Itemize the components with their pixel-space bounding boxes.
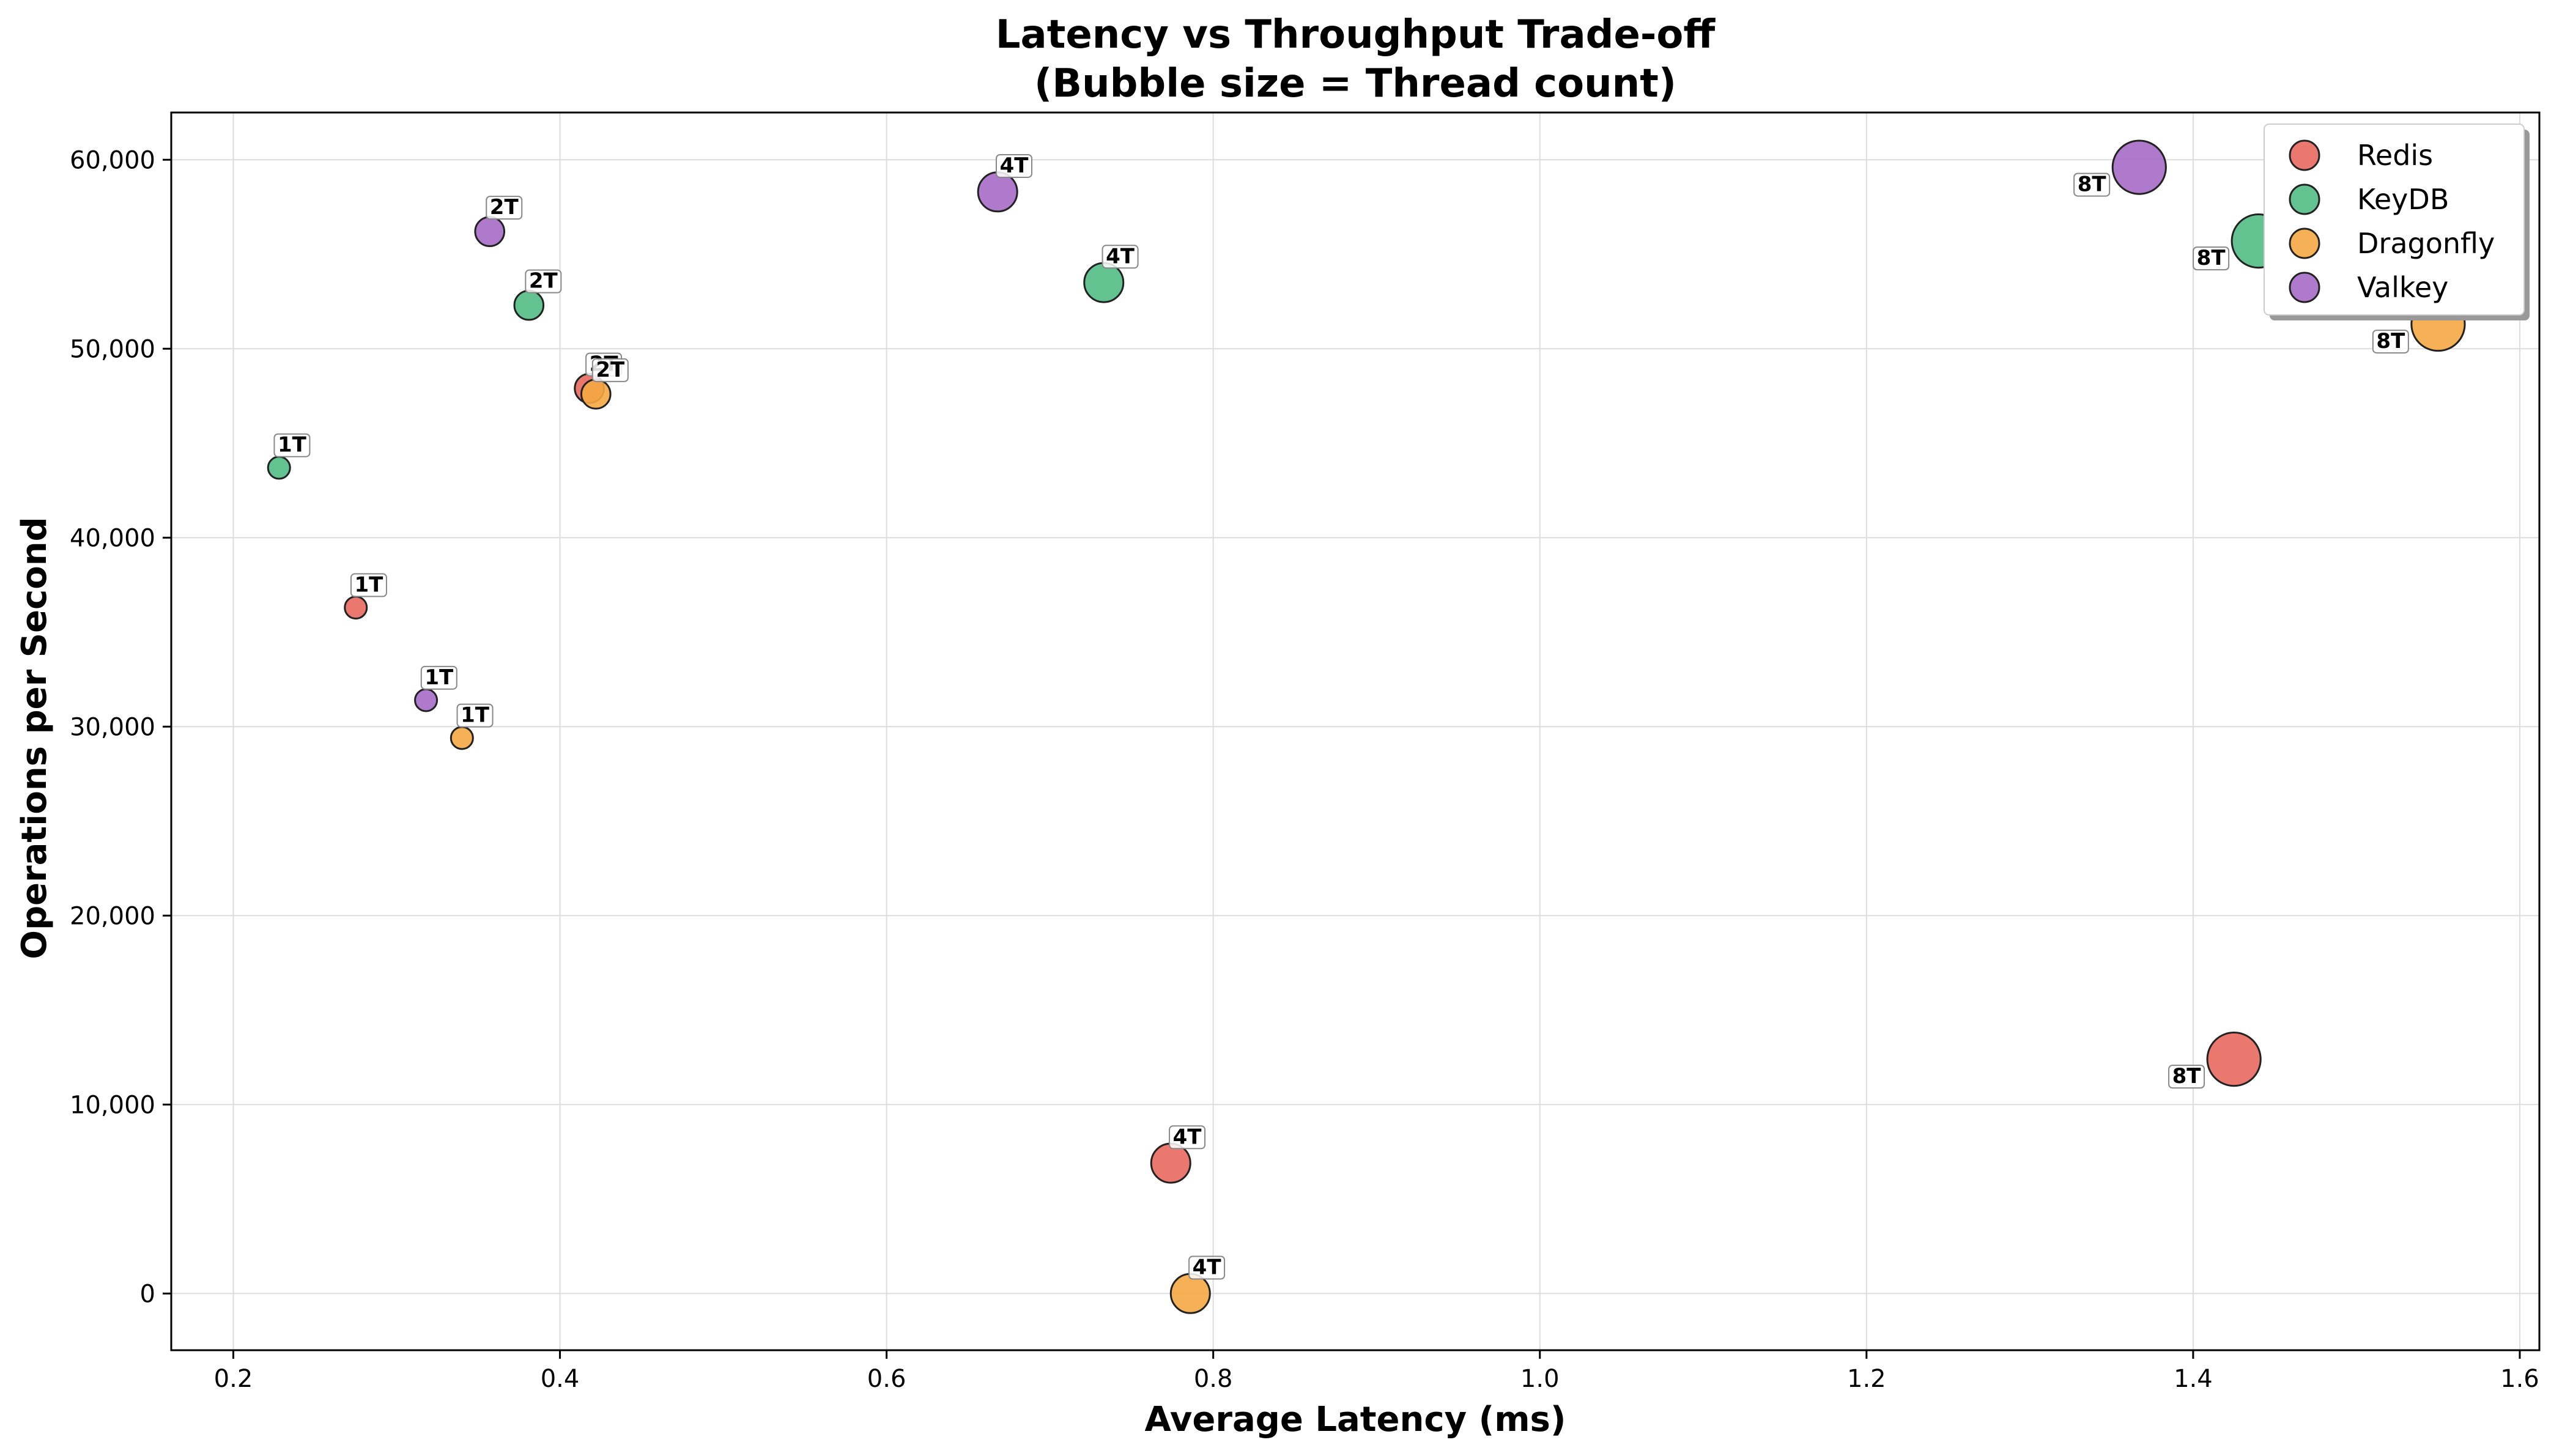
grid [171, 113, 2539, 1350]
svg-text:2T: 2T [529, 269, 558, 294]
point-valkey [977, 171, 1018, 213]
point-keydb [267, 456, 291, 480]
x-tick-label: 1.6 [2500, 1365, 2539, 1393]
svg-text:2T: 2T [490, 195, 519, 220]
svg-text:4T: 4T [1193, 1255, 1222, 1279]
legend-marker-valkey [2289, 272, 2320, 303]
y-tick-label: 0 [140, 1280, 155, 1308]
point-label-dragonfly: 4T [1188, 1255, 1226, 1280]
y-tick-label: 60,000 [70, 146, 155, 174]
point-valkey [2111, 139, 2167, 195]
x-tick-label: 0.8 [1194, 1365, 1233, 1393]
point-labels: 1T2T4T8T1T2T4T8T1T2T4T8T1T2T4T8T [273, 153, 2409, 1280]
svg-text:4T: 4T [1000, 153, 1029, 178]
point-label-dragonfly: 1T [456, 703, 494, 728]
point-label-keydb: 1T [273, 433, 311, 457]
point-label-dragonfly: 8T [2372, 329, 2409, 354]
legend-marker-redis [2289, 139, 2320, 171]
x-tick-label: 1.0 [1520, 1365, 1560, 1393]
y-tick-label: 50,000 [70, 335, 155, 363]
svg-text:1T: 1T [278, 433, 307, 457]
x-tick-label: 0.6 [867, 1365, 906, 1393]
legend-label-dragonfly: Dragonfly [2357, 227, 2495, 260]
point-dragonfly [580, 379, 612, 410]
x-tick-label: 0.2 [214, 1365, 253, 1393]
svg-text:2T: 2T [596, 358, 625, 382]
x-tick-label: 1.4 [2174, 1365, 2213, 1393]
point-label-keydb: 4T [1101, 244, 1139, 269]
svg-text:4T: 4T [1106, 244, 1135, 268]
point-label-valkey: 1T [420, 665, 457, 690]
plot-frame [170, 111, 2541, 1351]
legend-label-redis: Redis [2357, 139, 2433, 172]
y-tick-label: 30,000 [70, 713, 155, 741]
chart-title: Latency vs Throughput Trade-off [996, 12, 1716, 57]
y-tick-label: 10,000 [70, 1091, 155, 1119]
point-valkey [414, 688, 439, 712]
point-keydb [513, 289, 545, 321]
svg-text:1T: 1T [424, 665, 454, 690]
svg-text:4T: 4T [1173, 1125, 1202, 1149]
point-dragonfly [1169, 1273, 1211, 1314]
point-label-valkey: 4T [995, 153, 1032, 178]
point-label-keydb: 8T [2193, 246, 2230, 271]
svg-text:8T: 8T [2376, 329, 2405, 353]
legend-label-valkey: Valkey [2357, 271, 2448, 304]
legend-marker-dragonfly [2289, 227, 2320, 259]
x-axis-label: Average Latency (ms) [1145, 1400, 1566, 1439]
svg-text:8T: 8T [2197, 246, 2226, 270]
point-label-redis: 4T [1169, 1125, 1206, 1150]
point-label-keydb: 2T [525, 269, 562, 294]
axis-ticks: 0.2 0.4 0.6 0.8 1.0 1.2 1.4 1.6 0 10,000 20,000 30,… [70, 146, 2539, 1393]
y-tick-label: 40,000 [70, 524, 155, 552]
y-tick-label: 20,000 [70, 902, 155, 930]
legend-label-keydb: KeyDB [2357, 183, 2449, 216]
y-axis-label: Operations per Second [15, 517, 54, 959]
legend-box [2264, 124, 2525, 316]
point-label-redis: 1T [350, 572, 387, 597]
point-label-dragonfly: 2T [591, 358, 629, 382]
point-label-valkey: 2T [486, 195, 523, 220]
point-label-redis: 8T [2168, 1064, 2205, 1089]
point-label-valkey: 8T [2073, 172, 2111, 197]
point-redis [2206, 1032, 2262, 1087]
point-redis [1150, 1142, 1191, 1184]
point-keydb [1083, 262, 1125, 303]
svg-text:1T: 1T [355, 572, 384, 597]
svg-text:8T: 8T [2078, 172, 2107, 197]
x-tick-label: 0.4 [541, 1365, 580, 1393]
chart-subtitle: (Bubble size = Thread count) [1034, 61, 1676, 106]
point-valkey [474, 216, 506, 247]
legend: Redis KeyDB Dragonfly Valkey [2264, 124, 2530, 320]
x-tick-label: 1.2 [1847, 1365, 1886, 1393]
svg-text:1T: 1T [461, 703, 490, 728]
legend-marker-keydb [2289, 183, 2320, 215]
point-dragonfly [450, 726, 474, 750]
point-redis [344, 596, 368, 620]
svg-text:8T: 8T [2172, 1064, 2202, 1088]
